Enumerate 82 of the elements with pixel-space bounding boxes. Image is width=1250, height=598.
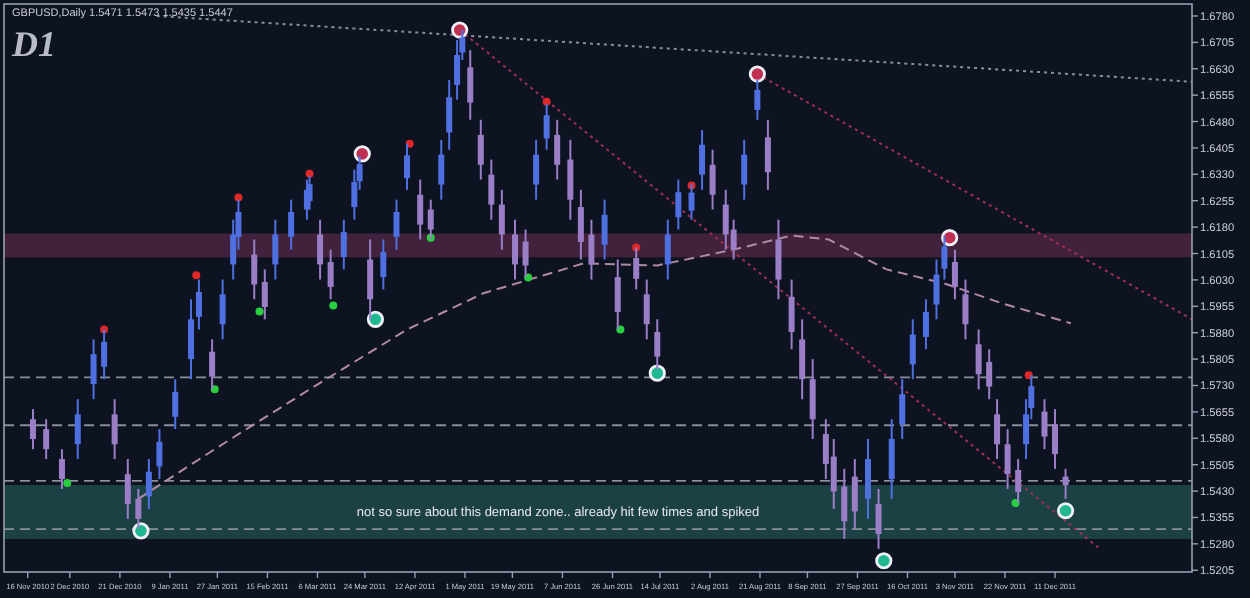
candlestick — [1041, 398, 1048, 451]
candlestick — [851, 458, 858, 530]
text: D1 — [10, 24, 56, 64]
candlestick — [145, 458, 152, 511]
point — [63, 478, 72, 487]
candlestick — [317, 218, 324, 281]
candlestick — [327, 248, 334, 301]
candlestick — [909, 318, 916, 381]
candlestick — [380, 238, 387, 291]
candlestick — [986, 348, 993, 401]
candlestick — [219, 278, 226, 341]
candlestick — [1004, 428, 1011, 490]
candlestick — [775, 218, 782, 301]
candlestick — [111, 398, 118, 461]
candlestick — [58, 448, 65, 490]
candlestick — [899, 378, 906, 440]
candlestick — [1062, 467, 1069, 500]
candlestick — [754, 79, 761, 121]
candlestick — [941, 234, 948, 281]
candlestick — [367, 238, 374, 321]
candlestick — [788, 278, 795, 351]
candlestick — [841, 467, 848, 540]
candlestick — [722, 188, 729, 251]
point — [234, 193, 243, 202]
candlestick — [962, 278, 969, 341]
candlestick — [709, 148, 716, 211]
candlestick — [438, 138, 445, 201]
candlestick — [135, 487, 142, 530]
candlestick — [90, 338, 97, 401]
candlestick — [393, 198, 400, 251]
candlestick — [994, 398, 1001, 461]
candlestick — [74, 398, 81, 461]
candlestick — [588, 218, 595, 281]
point — [255, 307, 264, 316]
candlestick — [533, 138, 540, 201]
candlestick — [188, 298, 195, 381]
candlestick — [799, 318, 806, 401]
candlestick — [654, 318, 661, 371]
candlestick — [922, 298, 929, 351]
point — [192, 271, 201, 280]
candlestick — [830, 437, 837, 511]
candlestick — [567, 138, 574, 221]
candlestick — [124, 458, 131, 520]
candlestick — [261, 268, 268, 321]
candlestick — [577, 188, 584, 261]
candlestick — [498, 188, 505, 251]
candlestick — [741, 138, 748, 201]
candlestick — [417, 178, 424, 241]
candlestick — [340, 218, 347, 271]
point — [542, 97, 551, 106]
candlestick — [601, 198, 608, 261]
candlestick — [488, 158, 495, 221]
candlestick — [554, 118, 561, 181]
candlestick — [888, 418, 895, 500]
candlestick — [764, 118, 771, 191]
candlestick — [156, 428, 163, 481]
candlestick — [43, 418, 50, 461]
candlestick — [477, 118, 484, 181]
candlestick — [699, 128, 706, 191]
candlestick — [288, 198, 295, 251]
candlestick — [951, 248, 958, 301]
candlestick — [446, 79, 453, 151]
candlestick — [1052, 408, 1059, 470]
candlestick — [454, 38, 461, 101]
candlestick — [643, 278, 650, 341]
candlestick — [172, 378, 179, 431]
candlestick — [101, 328, 108, 381]
candlestick — [875, 487, 882, 550]
candlestick — [664, 218, 671, 281]
candlestick — [675, 178, 682, 231]
point — [305, 169, 314, 178]
candlestick — [512, 218, 519, 281]
candlestick — [975, 328, 982, 391]
candlestick — [865, 437, 871, 520]
candlestick — [467, 49, 474, 121]
candlestick — [809, 358, 816, 440]
candlestick — [272, 218, 279, 281]
candlestick — [251, 238, 258, 301]
candlestick — [933, 258, 940, 321]
candlestick — [29, 408, 36, 451]
point — [329, 301, 338, 310]
candlestick — [633, 246, 640, 291]
